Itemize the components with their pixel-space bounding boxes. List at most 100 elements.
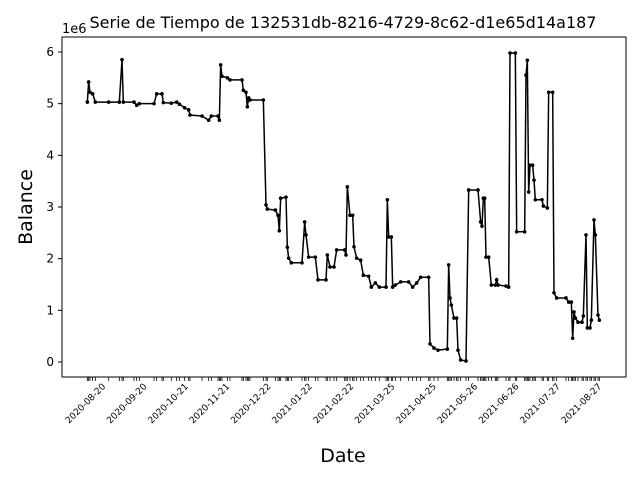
point xyxy=(482,196,487,201)
point xyxy=(216,114,220,118)
point xyxy=(106,100,111,104)
point xyxy=(398,280,403,284)
point xyxy=(484,255,488,259)
point xyxy=(188,113,192,117)
point xyxy=(240,78,244,82)
point xyxy=(120,57,124,62)
point xyxy=(325,253,330,257)
y-offset-label: 1e6 xyxy=(62,22,87,37)
point xyxy=(456,348,460,352)
point xyxy=(494,278,499,282)
point xyxy=(161,100,166,105)
point xyxy=(332,265,336,269)
point xyxy=(564,296,568,300)
point xyxy=(218,63,223,67)
point xyxy=(265,207,270,211)
x-tick-label: 2021-01-22 xyxy=(271,382,315,426)
point xyxy=(386,235,391,239)
point xyxy=(466,188,471,192)
point xyxy=(154,92,159,96)
point xyxy=(428,342,432,346)
point xyxy=(448,296,452,300)
x-tick-label: 2020-08-20 xyxy=(64,382,108,426)
point xyxy=(88,90,92,95)
point xyxy=(526,190,531,194)
point xyxy=(493,283,498,287)
point xyxy=(90,92,95,96)
axes-frame xyxy=(61,36,627,378)
point xyxy=(525,58,530,63)
y-tick-label: 5 xyxy=(46,97,54,111)
point xyxy=(373,281,378,285)
point xyxy=(278,196,283,201)
point xyxy=(132,100,136,104)
point xyxy=(324,278,328,282)
point xyxy=(134,103,139,108)
point xyxy=(410,285,415,289)
point xyxy=(480,224,484,228)
point xyxy=(348,213,352,218)
point xyxy=(476,188,480,192)
point xyxy=(528,163,532,167)
x-tick-label: 2021-06-26 xyxy=(477,382,521,426)
y-tick-label: 4 xyxy=(46,148,54,162)
point xyxy=(452,316,456,320)
y-tick-label: 1 xyxy=(46,303,54,317)
point xyxy=(334,248,339,252)
point xyxy=(174,100,179,104)
y-tick-label: 2 xyxy=(46,252,54,266)
point xyxy=(414,281,419,285)
point xyxy=(300,261,304,265)
point xyxy=(573,316,578,320)
point xyxy=(86,80,91,84)
point xyxy=(569,300,574,304)
point xyxy=(581,314,586,318)
point xyxy=(496,283,500,287)
point xyxy=(361,273,366,278)
y-tick-label: 3 xyxy=(46,200,54,214)
point xyxy=(580,320,584,325)
point xyxy=(85,100,90,104)
point xyxy=(137,101,142,106)
point xyxy=(384,285,388,289)
point xyxy=(225,76,230,80)
point xyxy=(406,280,411,284)
point xyxy=(377,285,382,289)
point xyxy=(209,114,214,118)
point xyxy=(593,233,598,237)
point xyxy=(393,283,398,287)
point xyxy=(588,326,592,330)
point xyxy=(244,90,248,95)
point xyxy=(385,197,390,202)
point xyxy=(454,316,459,320)
point xyxy=(121,100,126,104)
point xyxy=(445,347,450,351)
point xyxy=(584,233,588,237)
point xyxy=(418,275,423,280)
point xyxy=(576,320,580,325)
point xyxy=(566,300,571,304)
point xyxy=(572,310,576,314)
y-axis-label: Balance xyxy=(15,169,37,245)
point xyxy=(277,228,282,233)
point xyxy=(248,98,252,102)
point xyxy=(152,101,156,106)
point xyxy=(532,178,536,182)
point xyxy=(228,78,232,82)
point xyxy=(592,218,596,222)
point xyxy=(316,278,320,282)
point xyxy=(570,336,575,341)
point xyxy=(508,51,512,55)
point xyxy=(358,258,363,263)
point xyxy=(464,359,468,363)
point xyxy=(390,285,395,289)
point xyxy=(245,104,250,109)
point xyxy=(289,261,294,265)
x-tick-label: 2021-05-26 xyxy=(436,382,480,426)
x-tick-label: 2021-03-25 xyxy=(353,382,397,426)
point xyxy=(306,255,311,259)
point xyxy=(261,98,266,102)
point xyxy=(458,358,463,362)
point xyxy=(264,203,268,207)
